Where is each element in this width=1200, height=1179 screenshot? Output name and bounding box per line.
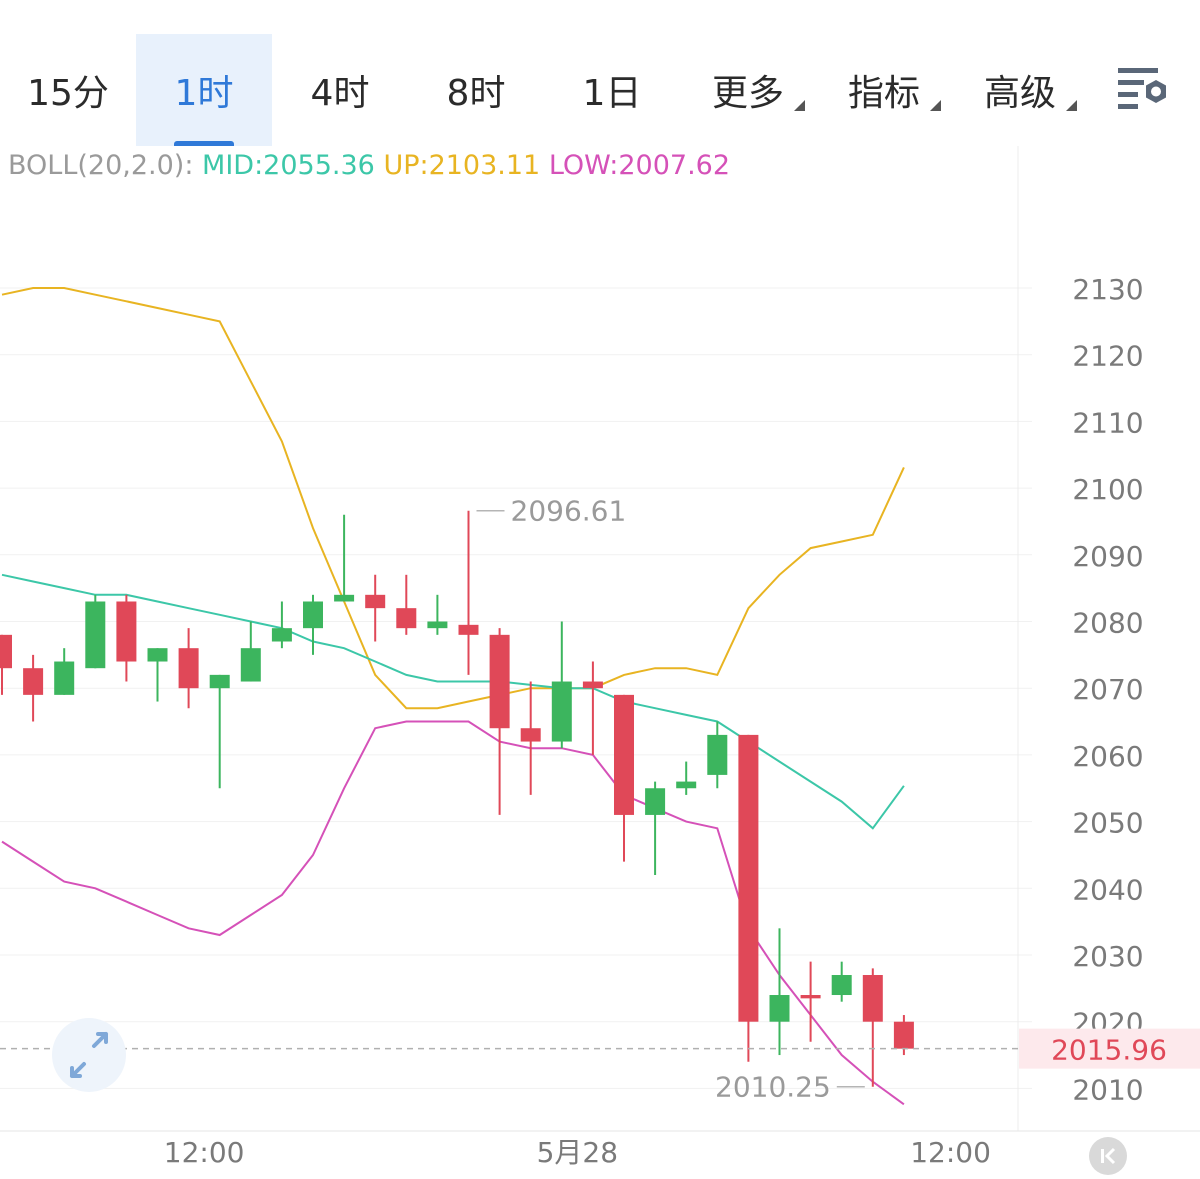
candle-body: [676, 781, 697, 789]
current-price-badge: [1019, 1028, 1200, 1069]
tab-label: 4时: [310, 73, 370, 114]
candle-body: [738, 734, 759, 1022]
candle-body: [551, 681, 572, 742]
tab-8hour[interactable]: 8时: [408, 34, 544, 146]
scroll-to-start-button[interactable]: [1089, 1137, 1127, 1175]
candle-body: [893, 1021, 914, 1049]
candle-body: [240, 648, 261, 682]
candle-body: [800, 995, 821, 999]
tab-15min[interactable]: 15分: [0, 34, 136, 146]
candle-body: [23, 668, 44, 695]
candle-body: [769, 995, 790, 1022]
candle-body: [365, 594, 386, 609]
candle-body: [209, 674, 230, 689]
candle-body: [334, 594, 355, 602]
candle-body: [0, 634, 12, 669]
candle-body: [178, 648, 199, 689]
y-tick-label: 2120: [1072, 340, 1143, 373]
dropdown-caret-icon: [1066, 100, 1077, 111]
tab-indicators[interactable]: 指标: [816, 34, 952, 146]
tab-4hour[interactable]: 4时: [272, 34, 408, 146]
y-tick-label: 2130: [1072, 273, 1143, 306]
boll-mid-value: MID:2055.36: [202, 150, 375, 181]
y-tick-label: 2050: [1072, 807, 1143, 840]
boll-indicator-legend: BOLL(20,2.0): MID:2055.36 UP:2103.11 LOW…: [8, 146, 730, 186]
candle-body: [396, 608, 417, 629]
chart-settings-button[interactable]: [1110, 62, 1174, 118]
candle-body: [54, 661, 75, 695]
expand-chart-button[interactable]: [52, 1018, 126, 1092]
tab-label: 1时: [174, 73, 234, 114]
candle-body: [271, 628, 292, 642]
y-tick-label: 2090: [1072, 540, 1143, 573]
candle-body: [116, 601, 137, 662]
y-tick-label: 2060: [1072, 740, 1143, 773]
active-tab-indicator: [174, 141, 234, 146]
candle-body: [85, 601, 106, 669]
y-tick-label: 2080: [1072, 607, 1143, 640]
price-annotation: 2096.61: [511, 495, 627, 528]
candle-body: [862, 975, 883, 1022]
tab-advanced[interactable]: 高级: [952, 34, 1088, 146]
boll-prefix: BOLL(20,2.0):: [8, 150, 194, 181]
candlestick-chart[interactable]: 2130 2120 2110 2100 2090 2080 2070 2060 2050 2040…: [0, 146, 1200, 1177]
y-tick-label: 2030: [1072, 940, 1143, 973]
candle-body: [645, 788, 666, 815]
y-tick-label: 2070: [1072, 673, 1143, 706]
chart-settings-icon: [1118, 68, 1166, 109]
tab-label: 15分: [27, 73, 109, 114]
chevron-left-icon: [1101, 1147, 1116, 1165]
expand-icon: [70, 1032, 108, 1078]
candle-body: [458, 624, 479, 635]
candle-body: [489, 634, 510, 729]
candle-body: [303, 601, 323, 629]
current-price-label: 2015.96: [1051, 1034, 1167, 1067]
dropdown-caret-icon: [930, 100, 941, 111]
boll-low-value: LOW:2007.62: [548, 150, 731, 181]
x-tick-label: 12:00: [910, 1136, 991, 1169]
y-tick-label: 2040: [1072, 873, 1143, 906]
candle-body: [707, 734, 728, 775]
y-tick-label: 2100: [1072, 473, 1143, 506]
tab-more[interactable]: 更多: [680, 34, 816, 146]
tab-1day[interactable]: 1日: [544, 34, 680, 146]
tab-1hour[interactable]: 1时: [136, 34, 272, 146]
tab-label: 8时: [446, 73, 506, 114]
boll-upper-band: [1, 287, 905, 710]
y-tick-label: 2110: [1072, 406, 1143, 439]
candle-body: [831, 975, 852, 996]
tab-label: 高级: [983, 73, 1056, 114]
candle-body: [582, 681, 603, 689]
tab-label: 指标: [847, 73, 920, 114]
x-tick-label: 5月28: [537, 1136, 618, 1169]
candle-body: [427, 621, 448, 629]
timeframe-tab-bar: 15分 1时 4时 8时 1日 更多 指标 高级: [0, 0, 1200, 146]
candle-body: [614, 694, 634, 815]
candle-body: [147, 648, 168, 662]
price-annotation: 2010.25: [715, 1071, 831, 1104]
boll-mid-line: [1, 573, 905, 830]
y-tick-label: 2010: [1072, 1073, 1143, 1106]
tab-label: 更多: [711, 73, 784, 114]
boll-lower-band: [1, 720, 905, 1106]
boll-up-value: UP:2103.11: [383, 150, 541, 181]
tab-label: 1日: [582, 73, 642, 114]
dropdown-caret-icon: [794, 100, 805, 111]
candle-body: [520, 728, 541, 742]
x-tick-label: 12:00: [164, 1136, 245, 1169]
